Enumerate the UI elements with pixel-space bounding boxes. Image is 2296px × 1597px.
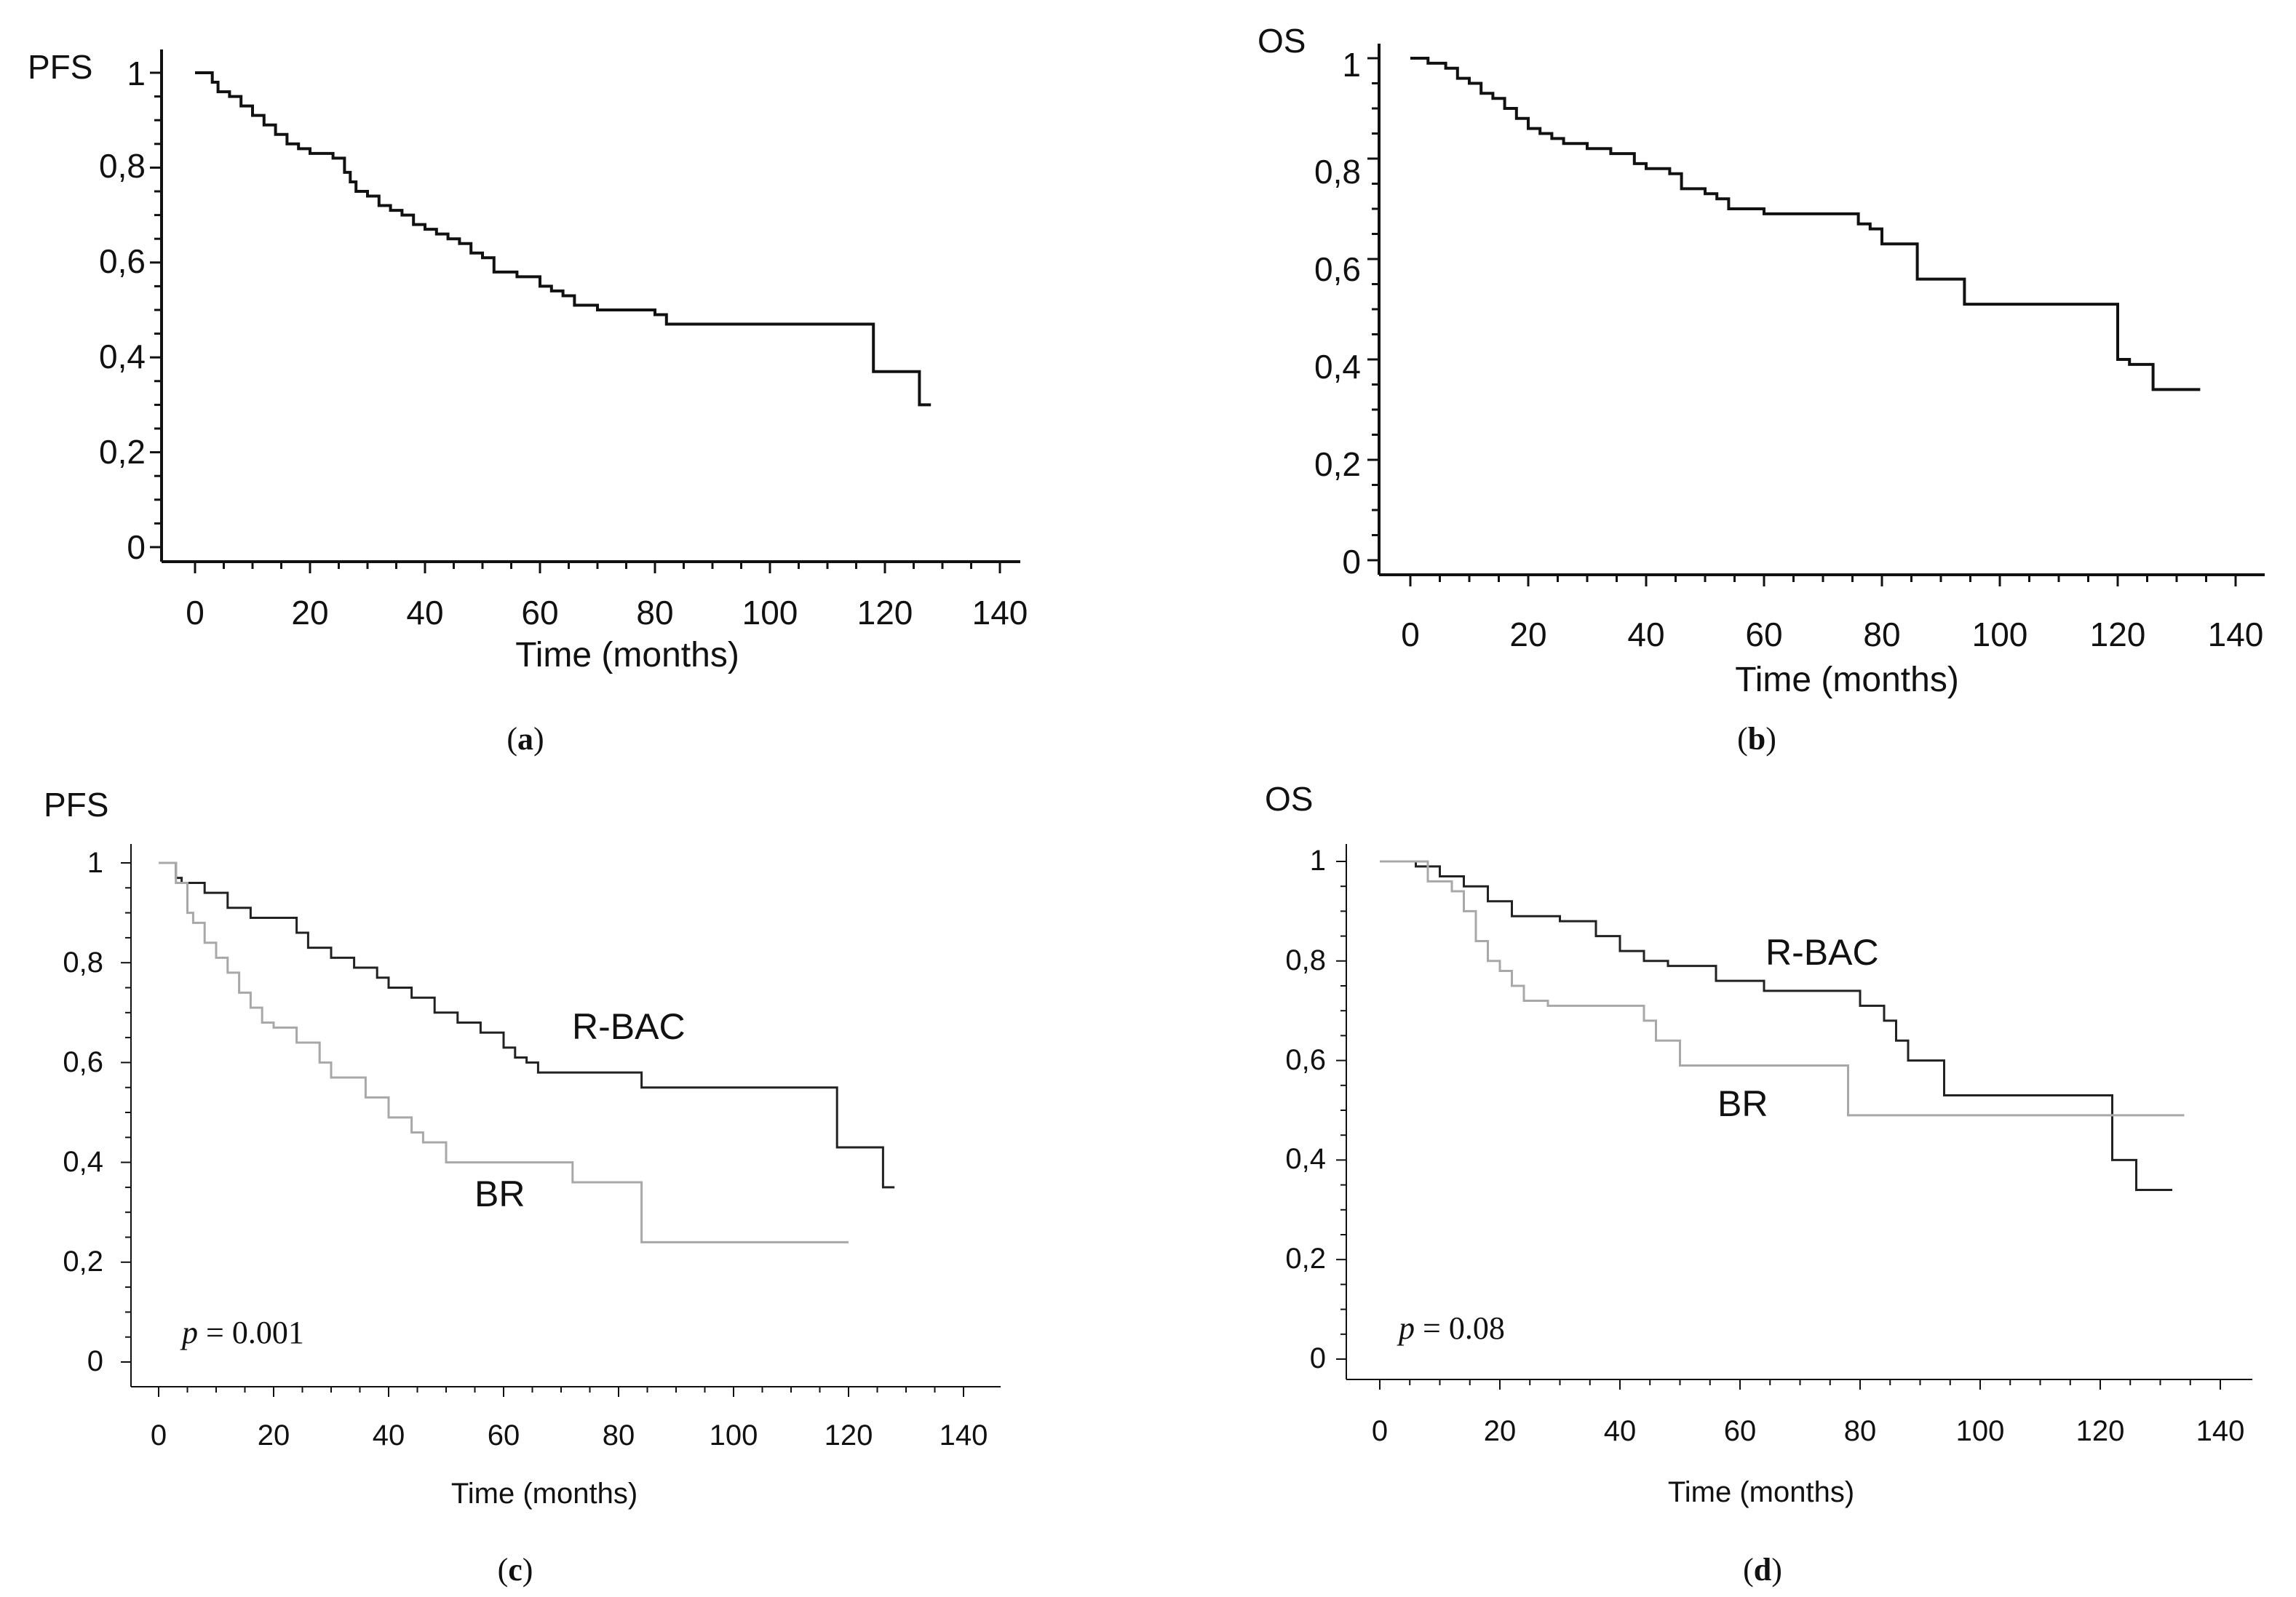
y-tick-label: 0,2 xyxy=(99,433,146,471)
x-tick-label: 140 xyxy=(940,1419,988,1451)
x-tick-label: 20 xyxy=(1484,1415,1517,1447)
y-axis-title: OS xyxy=(1258,22,1306,60)
x-tick-label: 60 xyxy=(1724,1415,1757,1447)
x-tick-label: 120 xyxy=(825,1419,873,1451)
x-tick-label: 140 xyxy=(2208,616,2264,653)
series-label-r-bac: R-BAC xyxy=(572,1006,686,1047)
x-minor-ticks xyxy=(158,1387,964,1397)
plot-area xyxy=(195,71,931,407)
y-tick-label: 0,4 xyxy=(99,338,146,375)
panel-caption: (c) xyxy=(498,1552,533,1588)
x-minor-ticks xyxy=(1409,575,2237,586)
plot-area xyxy=(1380,860,2185,1191)
y-tick-label: 0,6 xyxy=(1285,1044,1326,1076)
plot-area xyxy=(159,861,895,1243)
x-tick-label: 80 xyxy=(1863,616,1900,653)
x-tick-label: 40 xyxy=(406,594,443,632)
series-label-br: BR xyxy=(474,1174,525,1214)
p-value-annotation: p = 0.08 xyxy=(1397,1310,1505,1346)
x-tick-label: 100 xyxy=(1956,1415,2005,1447)
plot-area xyxy=(1410,57,2201,391)
y-tick-label: 0 xyxy=(1310,1342,1326,1374)
panel-a: PFS 0 0,2 0,4 0,6 0,8 1 0 20 40 60 80 10… xyxy=(28,48,1028,757)
x-tick-label: 20 xyxy=(258,1419,290,1451)
km-curve-r-bac xyxy=(1380,860,2172,1191)
x-tick-label: 120 xyxy=(2090,616,2146,653)
y-minor-ticks xyxy=(1367,57,1379,562)
x-tick-label: 60 xyxy=(521,594,558,632)
panel-caption: (b) xyxy=(1737,721,1776,757)
panel-d: OS 0 0,2 0,4 0,6 0,8 1 0 20 40 60 80 100… xyxy=(1265,780,2252,1588)
y-tick-label: 1 xyxy=(87,847,103,879)
x-axis-title: Time (months) xyxy=(1668,1476,1854,1508)
km-curve-br xyxy=(1380,860,2185,1117)
x-tick-label: 40 xyxy=(1604,1415,1637,1447)
y-tick-label: 0 xyxy=(1342,543,1361,581)
x-tick-label: 120 xyxy=(2076,1415,2125,1447)
x-tick-label: 80 xyxy=(636,594,673,632)
x-tick-label: 80 xyxy=(603,1419,635,1451)
y-axis-title: PFS xyxy=(44,786,108,824)
x-tick-label: 20 xyxy=(291,594,328,632)
x-tick-label: 60 xyxy=(1745,616,1782,653)
y-tick-label: 1 xyxy=(1342,46,1361,84)
x-axis-title: Time (months) xyxy=(515,636,739,674)
y-minor-ticks xyxy=(121,862,131,1363)
x-tick-label: 100 xyxy=(710,1419,758,1451)
x-tick-label: 100 xyxy=(742,594,798,632)
y-tick-label: 0,8 xyxy=(99,147,146,185)
y-minor-ticks xyxy=(1336,861,1346,1360)
x-minor-ticks xyxy=(194,562,1001,573)
y-minor-ticks xyxy=(150,71,162,549)
x-tick-label: 40 xyxy=(373,1419,405,1451)
x-tick-label: 0 xyxy=(151,1419,167,1451)
y-tick-label: 0,4 xyxy=(63,1146,103,1178)
km-curve-r-bac xyxy=(159,861,895,1189)
x-tick-label: 80 xyxy=(1844,1415,1877,1447)
panel-caption: (d) xyxy=(1743,1552,1782,1588)
y-tick-label: 0,2 xyxy=(1314,445,1361,483)
y-tick-label: 0,4 xyxy=(1285,1143,1326,1175)
x-tick-label: 40 xyxy=(1627,616,1664,653)
series-label-r-bac: R-BAC xyxy=(1765,932,1879,973)
km-curve-os xyxy=(1410,57,2201,391)
series-label-br: BR xyxy=(1717,1083,1768,1124)
panel-c: PFS 0 0,2 0,4 0,6 0,8 1 0 20 40 60 80 10… xyxy=(44,786,1001,1588)
p-value-annotation: p = 0.001 xyxy=(180,1315,304,1350)
x-tick-label: 140 xyxy=(2196,1415,2245,1447)
y-tick-label: 0,8 xyxy=(1314,153,1361,191)
y-tick-label: 0,8 xyxy=(1285,944,1326,976)
km-curve-br xyxy=(159,861,849,1243)
x-tick-label: 20 xyxy=(1509,616,1546,653)
km-curve-pfs xyxy=(195,71,931,407)
x-axis-title: Time (months) xyxy=(1735,661,1959,699)
x-tick-label: 100 xyxy=(1972,616,2028,653)
y-axis-title: OS xyxy=(1265,780,1313,818)
y-axis-title: PFS xyxy=(28,48,92,86)
y-tick-label: 0,6 xyxy=(99,242,146,280)
y-tick-label: 0 xyxy=(87,1345,103,1377)
x-tick-label: 0 xyxy=(186,594,204,632)
y-tick-label: 0 xyxy=(127,528,146,566)
panel-b: OS 0 0,2 0,4 0,6 0,8 1 0 20 40 60 80 100… xyxy=(1258,22,2265,757)
x-minor-ticks xyxy=(1379,1379,2221,1390)
y-tick-label: 1 xyxy=(1310,845,1326,877)
y-tick-label: 0,2 xyxy=(63,1246,103,1278)
x-tick-label: 0 xyxy=(1372,1415,1388,1447)
y-tick-label: 0,6 xyxy=(1314,250,1361,288)
x-tick-label: 140 xyxy=(972,594,1028,632)
x-tick-label: 120 xyxy=(857,594,913,632)
panel-caption: (a) xyxy=(507,721,544,757)
x-tick-label: 0 xyxy=(1401,616,1420,653)
y-tick-label: 0,4 xyxy=(1314,348,1361,386)
x-axis-title: Time (months) xyxy=(451,1478,637,1510)
y-tick-label: 1 xyxy=(127,55,146,92)
y-tick-label: 0,2 xyxy=(1285,1243,1326,1275)
y-tick-label: 0,6 xyxy=(63,1046,103,1078)
y-tick-label: 0,8 xyxy=(63,947,103,979)
x-tick-label: 60 xyxy=(488,1419,520,1451)
